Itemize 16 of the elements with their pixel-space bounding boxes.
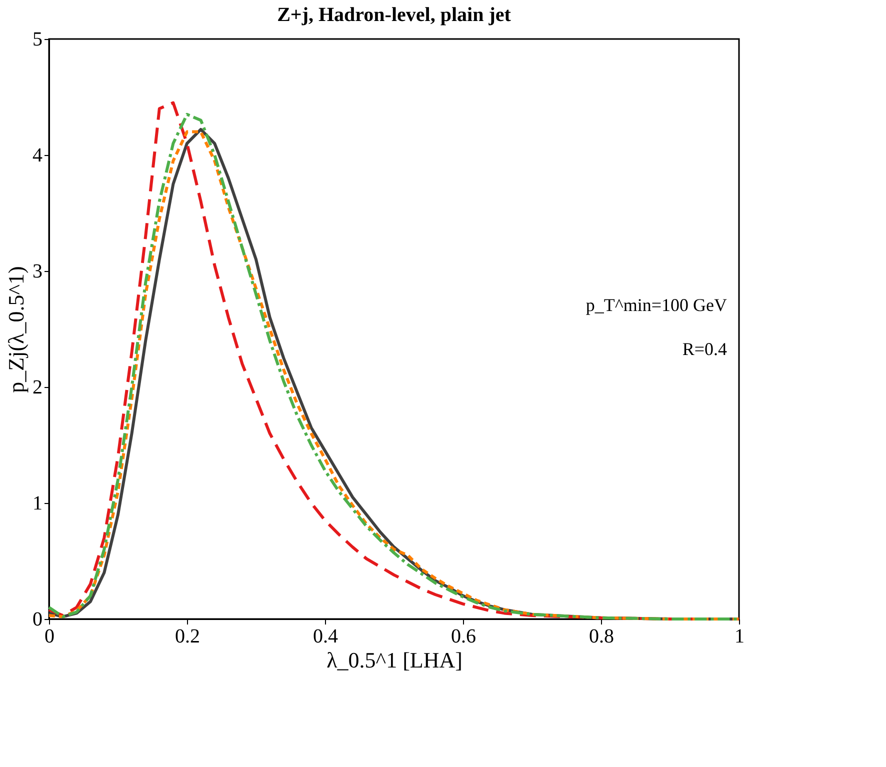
y-tick-label: 3 <box>32 260 42 282</box>
x-tick-label: 0.4 <box>313 626 338 648</box>
annotation: R=0.4 <box>682 338 727 359</box>
x-tick-label: 0.6 <box>451 626 476 648</box>
annotation: p_T^min=100 GeV <box>586 294 727 315</box>
x-tick-label: 0.2 <box>175 626 200 648</box>
x-axis-title: λ_0.5^1 [LHA] <box>326 648 462 672</box>
y-tick-label: 1 <box>32 492 42 514</box>
y-axis-title: p_Zj(λ_0.5^1) <box>4 266 28 393</box>
x-tick-label: 1 <box>734 626 744 648</box>
y-tick-label: 5 <box>32 28 42 50</box>
chart-title: Z+j, Hadron-level, plain jet <box>277 4 512 26</box>
x-tick-label: 0.8 <box>589 626 614 648</box>
y-tick-label: 2 <box>32 376 42 398</box>
y-tick-label: 4 <box>32 144 42 166</box>
y-tick-label: 0 <box>32 608 42 630</box>
